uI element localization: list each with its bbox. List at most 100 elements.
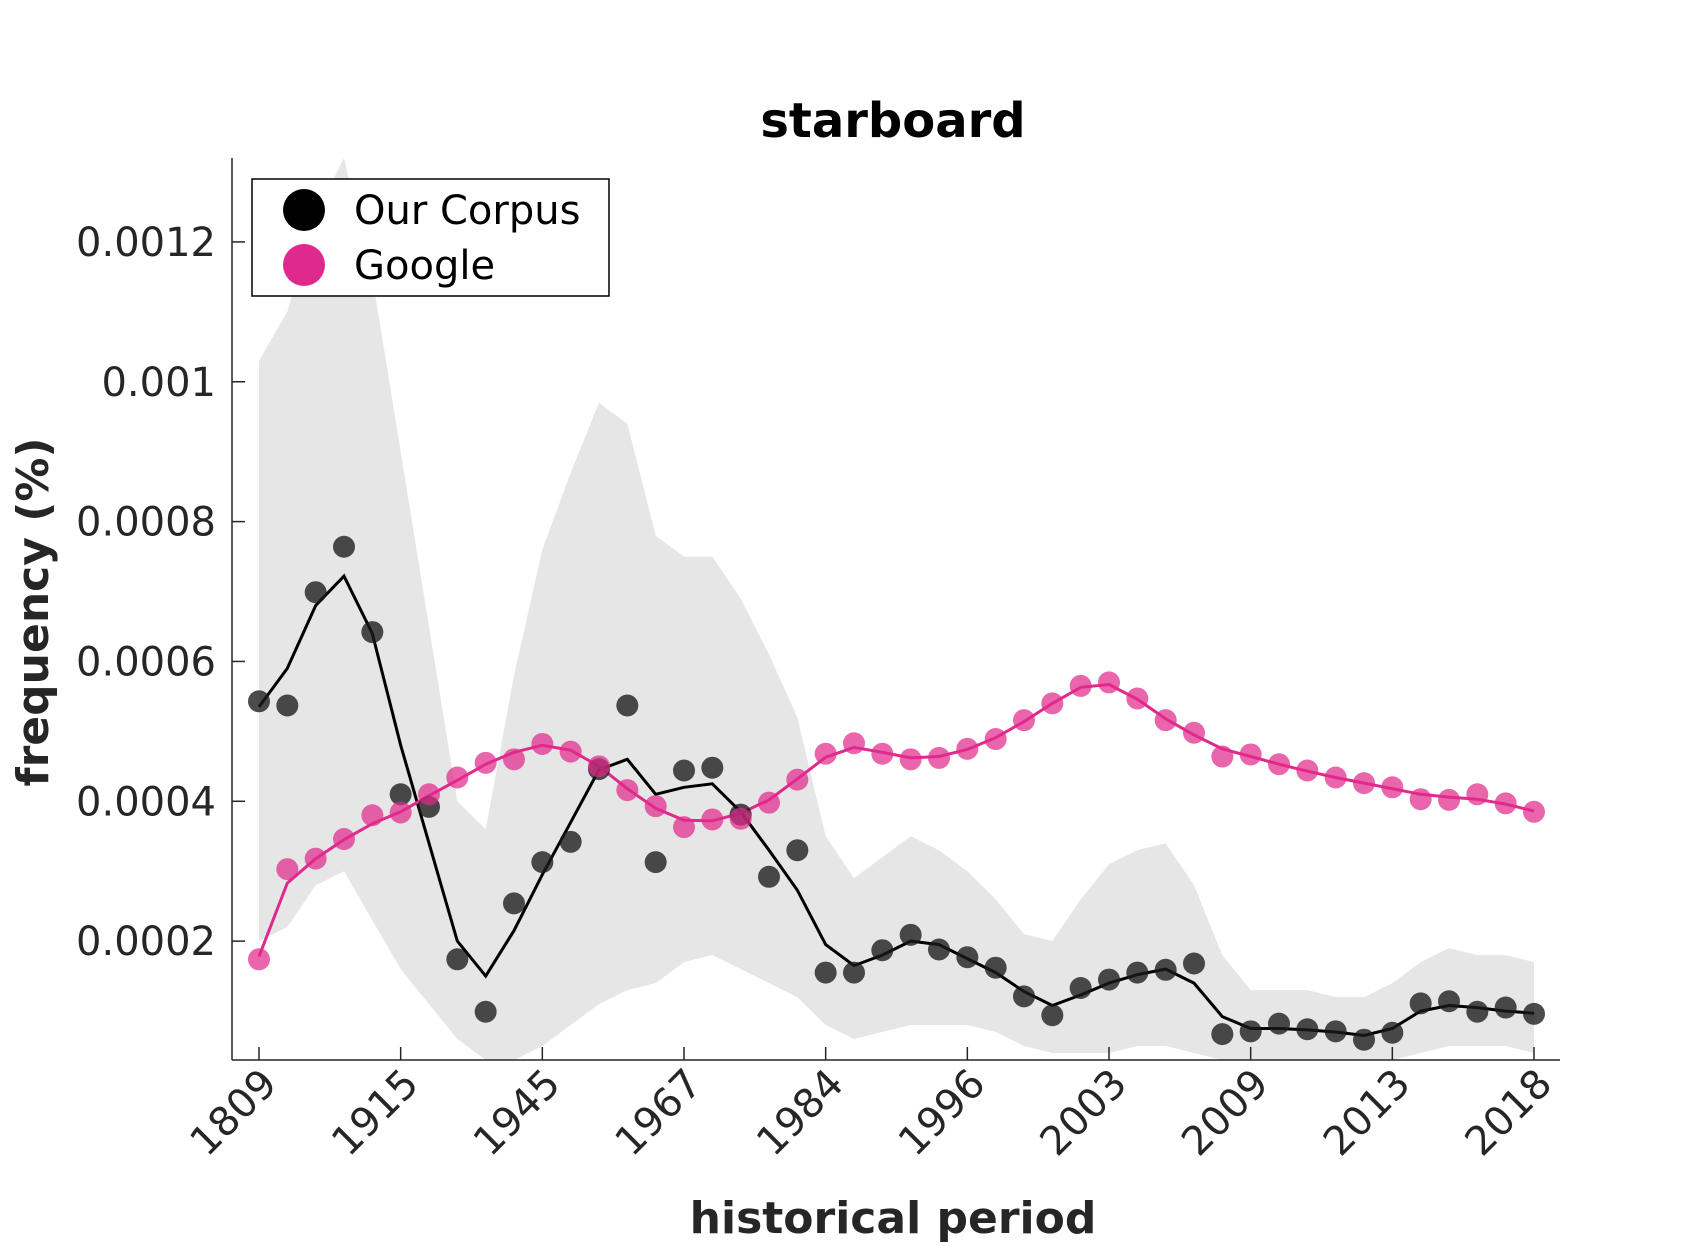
data-point-our-corpus (928, 938, 950, 961)
legend-marker-our-corpus (283, 189, 325, 231)
y-tick-label: 0.0012 (76, 220, 216, 266)
data-point-google (276, 858, 299, 881)
data-point-our-corpus (1013, 985, 1035, 1008)
data-point-our-corpus (871, 939, 894, 962)
x-axis-title: historical period (690, 1193, 1097, 1244)
data-point-google (644, 795, 667, 818)
data-point-google (446, 766, 469, 789)
data-point-our-corpus (389, 783, 412, 806)
data-point-our-corpus (758, 865, 780, 888)
legend-marker-google (283, 244, 325, 286)
data-point-our-corpus (1324, 1020, 1347, 1043)
data-point-google (729, 807, 752, 830)
data-point-google (1183, 721, 1205, 744)
data-point-google (1239, 743, 1262, 766)
data-point-our-corpus (1069, 976, 1092, 999)
x-tick-label: 2003 (1032, 1061, 1137, 1166)
data-point-google (814, 742, 837, 765)
data-point-our-corpus (1381, 1021, 1404, 1044)
data-point-google (474, 751, 497, 774)
data-point-google (871, 742, 894, 765)
data-point-our-corpus (1409, 992, 1432, 1015)
data-point-google (1126, 687, 1149, 710)
x-tick-label: 1967 (607, 1061, 712, 1166)
data-point-google (333, 828, 355, 851)
data-point-google (984, 728, 1007, 751)
data-point-google (1466, 783, 1489, 806)
data-point-our-corpus (276, 694, 299, 717)
scatter-points-layer (248, 535, 1545, 1051)
x-tick-label: 1984 (748, 1061, 853, 1166)
data-point-google (616, 779, 639, 802)
data-point-our-corpus (1041, 1004, 1064, 1027)
data-point-google (1494, 792, 1517, 815)
data-point-google (1438, 788, 1460, 811)
data-point-google (531, 732, 554, 755)
data-point-google (1069, 674, 1092, 697)
x-tick-label: 2018 (1457, 1061, 1562, 1166)
data-point-our-corpus (248, 690, 270, 713)
data-point-google (843, 732, 865, 755)
data-point-our-corpus (1183, 952, 1205, 975)
data-point-google (503, 748, 525, 771)
data-point-our-corpus (531, 851, 554, 874)
legend-label-google: Google (354, 243, 495, 289)
data-point-our-corpus (673, 759, 695, 782)
data-point-google (701, 808, 724, 831)
data-point-our-corpus (899, 923, 922, 946)
data-point-google (758, 791, 780, 814)
data-point-google (248, 948, 270, 971)
data-point-our-corpus (1268, 1012, 1290, 1035)
data-point-our-corpus (503, 892, 525, 915)
data-point-our-corpus (361, 621, 384, 644)
y-tick-label: 0.0008 (76, 500, 216, 546)
data-point-google (1154, 709, 1177, 732)
data-point-google (559, 740, 582, 763)
x-tick-label: 2013 (1315, 1061, 1420, 1166)
data-point-google (1268, 753, 1290, 776)
data-point-google (1098, 671, 1120, 694)
data-point-google (1013, 709, 1035, 732)
data-point-google (1041, 692, 1064, 715)
data-point-google (1409, 788, 1432, 811)
data-point-our-corpus (616, 694, 639, 717)
x-tick-label: 1915 (323, 1061, 428, 1166)
data-point-google (418, 783, 440, 806)
y-tick-label: 0.0002 (76, 919, 216, 965)
data-point-our-corpus (956, 946, 979, 969)
x-tick-label: 1996 (890, 1061, 995, 1166)
data-point-our-corpus (843, 961, 865, 984)
data-point-google (304, 847, 327, 870)
y-axis-title: frequency (%) (8, 437, 59, 786)
data-point-our-corpus (1239, 1020, 1262, 1043)
data-point-our-corpus (1098, 968, 1120, 991)
legend-label-our-corpus: Our Corpus (354, 188, 580, 234)
series-line-google (257, 682, 1535, 958)
data-point-google (1353, 772, 1375, 795)
data-point-google (899, 748, 922, 771)
data-point-our-corpus (1126, 961, 1149, 984)
data-point-our-corpus (786, 839, 809, 862)
data-point-our-corpus (701, 756, 724, 779)
data-point-our-corpus (1466, 1000, 1489, 1023)
legend: Our Corpus Google (251, 178, 610, 297)
data-point-our-corpus (1154, 958, 1177, 981)
data-point-google (1381, 776, 1404, 799)
data-point-google (1296, 759, 1319, 782)
x-tick-label: 2009 (1173, 1061, 1278, 1166)
smoothed-lines-layer (257, 573, 1535, 1038)
data-point-google (928, 746, 950, 769)
x-tick-label: 1945 (465, 1061, 570, 1166)
axes (231, 158, 1560, 1061)
data-point-our-corpus (559, 830, 582, 853)
y-tick-label: 0.0006 (76, 639, 216, 685)
data-point-our-corpus (474, 1000, 497, 1023)
data-point-google (673, 816, 695, 839)
data-point-google (389, 801, 412, 824)
data-point-our-corpus (1353, 1028, 1375, 1051)
x-tick-label: 1809 (182, 1061, 287, 1166)
data-point-our-corpus (984, 956, 1007, 979)
data-point-google (588, 755, 610, 778)
data-point-our-corpus (1211, 1023, 1234, 1046)
